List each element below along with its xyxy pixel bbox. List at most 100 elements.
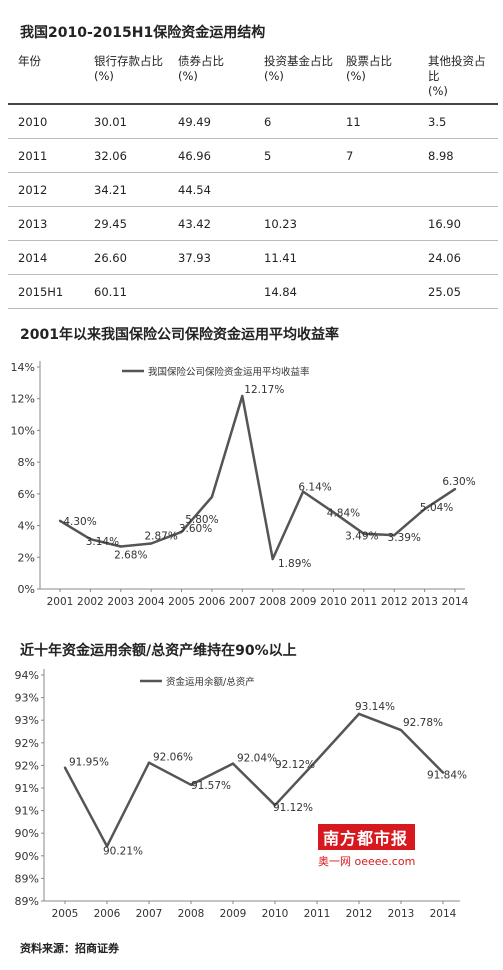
x-tick-label: 2005 <box>52 908 79 920</box>
data-label: 2.68% <box>114 550 147 562</box>
data-label: 3.60% <box>179 523 212 535</box>
x-tick-label: 2005 <box>168 596 195 608</box>
data-label: 91.12% <box>273 802 313 814</box>
data-label: 92.04% <box>237 753 277 765</box>
table-cell <box>418 173 498 207</box>
x-tick-label: 2008 <box>178 908 205 920</box>
table-cell: 3.5 <box>428 114 447 129</box>
y-tick-label: 2% <box>18 551 35 564</box>
data-point <box>58 519 62 523</box>
table-row: 2012 34.21 44.54 <box>8 173 498 207</box>
header-bank-deposit: 银行存款占比 (%) <box>94 54 163 83</box>
x-tick-label: 2004 <box>138 596 165 608</box>
table-cell: 37.93 <box>178 250 211 265</box>
table-cell: 49.49 <box>178 114 211 129</box>
data-point <box>231 762 235 765</box>
x-tick-label: 2010 <box>262 908 289 920</box>
table-cell <box>168 275 254 309</box>
table-cell <box>336 173 418 207</box>
header-bond: 债券占比 (%) <box>178 54 224 83</box>
x-tick-label: 2011 <box>304 908 331 920</box>
x-tick-label: 2011 <box>350 596 377 608</box>
table-cell: 16.90 <box>428 216 461 231</box>
table-cell <box>336 275 418 309</box>
data-label: 91.84% <box>427 770 467 782</box>
y-tick-label: 6% <box>18 488 35 501</box>
x-tick-label: 2014 <box>430 908 457 920</box>
table-cell: 2015H1 <box>18 284 64 299</box>
chart1-title: 2001年以来我国保险公司保险资金运用平均收益率 <box>20 327 339 343</box>
y-tick-label: 10% <box>11 424 35 437</box>
data-label: 90.21% <box>103 845 143 857</box>
data-label: 93.14% <box>355 701 395 713</box>
table-cell: 8.98 <box>428 148 454 163</box>
chart2-title: 近十年资金运用余额/总资产维持在90%以上 <box>20 643 297 659</box>
table-cell: 2013 <box>18 216 48 231</box>
table-cell: 25.05 <box>428 284 461 299</box>
x-tick-label: 2014 <box>442 596 469 608</box>
y-tick-label: 89% <box>15 872 39 885</box>
legend-label: 资金运用余额/总资产 <box>166 676 255 688</box>
allocation-table: 年份 银行存款占比 (%) 债券占比 (%) 投资基金占比 (%) 股票占比 (%) 其… <box>8 50 498 309</box>
table-cell: 2014 <box>18 250 48 265</box>
table-row: 2011 32.06 46.96 5 7 8.98 <box>8 139 498 173</box>
logo-sub-cn: 奥一网 <box>318 855 351 868</box>
table-cell: 7 <box>346 148 354 163</box>
data-label: 91.95% <box>69 757 109 769</box>
x-tick-label: 2012 <box>346 908 373 920</box>
data-label: 6.30% <box>442 476 475 488</box>
y-tick-label: 91% <box>15 805 39 818</box>
table-cell: 10.23 <box>264 216 297 231</box>
data-label: 3.14% <box>86 536 119 548</box>
series-line <box>63 712 444 848</box>
table-cell: 29.45 <box>94 216 127 231</box>
data-point <box>63 766 67 769</box>
data-label: 5.04% <box>420 502 453 514</box>
table-row: 2013 29.45 43.42 10.23 16.90 <box>8 207 498 241</box>
data-label: 92.78% <box>403 717 443 729</box>
table-row: 2010 30.01 49.49 6 11 3.5 <box>8 104 498 139</box>
y-tick-label: 14% <box>11 361 35 374</box>
data-point <box>273 803 277 807</box>
y-tick-label: 4% <box>18 520 35 533</box>
data-point <box>393 534 396 537</box>
table-cell: 6 <box>264 114 272 129</box>
x-tick-label: 2003 <box>107 596 134 608</box>
table-row: 2014 26.60 37.93 11.41 24.06 <box>8 241 498 275</box>
data-point <box>301 490 305 493</box>
data-point <box>332 511 335 514</box>
logo-sub-en: oeeee.com <box>354 855 416 868</box>
y-tick-label: 89% <box>15 895 39 908</box>
data-label: 1.89% <box>278 558 311 570</box>
data-label: 92.06% <box>153 752 193 764</box>
table-cell <box>254 173 336 207</box>
header-other: 其他投资占比 (%) <box>428 54 486 98</box>
table-cell: 26.60 <box>94 250 127 265</box>
y-tick-label: 94% <box>15 669 39 682</box>
table-cell: 46.96 <box>178 148 211 163</box>
y-tick-label: 93% <box>15 714 39 727</box>
x-tick-label: 2009 <box>290 596 317 608</box>
data-point <box>119 545 122 548</box>
data-point <box>362 532 366 535</box>
x-tick-label: 2010 <box>320 596 347 608</box>
y-tick-label: 93% <box>15 692 39 705</box>
x-tick-label: 2007 <box>229 596 256 608</box>
table-row: 2015H1 60.11 14.84 25.05 <box>8 275 498 309</box>
data-point <box>180 530 183 534</box>
x-tick-label: 2013 <box>388 908 415 920</box>
table-cell: 34.21 <box>94 182 127 197</box>
newspaper-logo: 南方都市报 奥一网 oeeee.com <box>318 824 416 869</box>
data-point <box>241 394 244 398</box>
table-cell: 2010 <box>18 114 48 129</box>
logo-main-text: 南方都市报 <box>318 824 416 850</box>
header-stock: 股票占比 (%) <box>346 54 392 83</box>
table-cell: 44.54 <box>178 182 211 197</box>
header-year: 年份 <box>18 54 41 68</box>
data-point <box>105 845 109 848</box>
table-cell: 43.42 <box>178 216 211 231</box>
y-tick-label: 8% <box>18 456 35 469</box>
table-cell: 24.06 <box>428 250 461 265</box>
data-label: 92.12% <box>275 759 315 771</box>
data-point <box>149 542 153 545</box>
